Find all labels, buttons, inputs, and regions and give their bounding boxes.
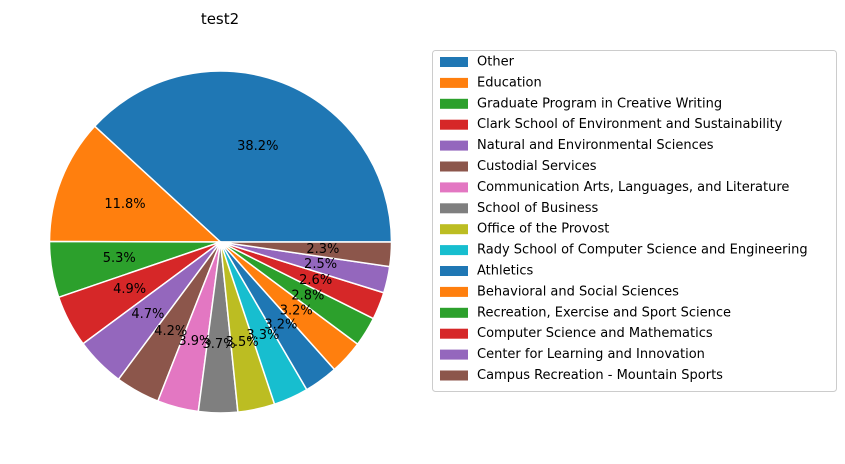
pie-percent-label: 2.3% bbox=[306, 242, 339, 257]
legend-swatch bbox=[440, 119, 468, 130]
legend-swatch bbox=[440, 140, 468, 151]
legend-frame bbox=[432, 50, 837, 392]
pie-percent-label: 3.5% bbox=[226, 335, 259, 350]
pie-slice bbox=[219, 241, 393, 268]
legend-swatch bbox=[440, 98, 468, 109]
legend: Other Education Graduate Program in Creati… bbox=[432, 50, 837, 392]
legend-swatch bbox=[440, 203, 468, 214]
legend-swatch bbox=[440, 286, 468, 297]
legend-label: Clark School of Environment and Sustaina… bbox=[477, 117, 783, 132]
legend-swatch bbox=[440, 266, 468, 276]
legend-swatch bbox=[440, 349, 468, 360]
legend-label: Graduate Program in Creative Writing bbox=[477, 96, 722, 111]
pie-slices bbox=[48, 70, 393, 414]
pie-percent-label: 2.5% bbox=[304, 257, 337, 272]
legend-label: Center for Learning and Innovation bbox=[477, 347, 705, 362]
legend-swatch bbox=[440, 224, 468, 235]
pie-percent-label: 3.9% bbox=[178, 334, 211, 349]
legend-label: Recreation, Exercise and Sport Science bbox=[477, 305, 731, 320]
pie-percent-labels: 38.2%11.8%5.3%4.9%4.7%4.2%3.9%3.7%3.5%3.… bbox=[103, 139, 340, 352]
legend-label: Campus Recreation - Mountain Sports bbox=[477, 368, 723, 383]
legend-swatch bbox=[440, 161, 468, 172]
legend-label: Computer Science and Mathematics bbox=[477, 326, 713, 341]
legend-swatch bbox=[440, 328, 468, 339]
legend-label: Athletics bbox=[477, 264, 533, 279]
legend-label: Natural and Environmental Sciences bbox=[477, 138, 714, 153]
pie-percent-label: 2.6% bbox=[299, 273, 332, 288]
pie-percent-label: 3.7% bbox=[203, 337, 236, 352]
pie-percent-label: 38.2% bbox=[237, 139, 278, 154]
pie-percent-label: 4.2% bbox=[154, 324, 187, 339]
legend-swatch bbox=[440, 77, 468, 88]
pie-slice bbox=[48, 125, 222, 243]
pie-percent-label: 4.7% bbox=[131, 307, 164, 322]
legend-swatch bbox=[440, 57, 468, 67]
legend-label: Education bbox=[477, 75, 542, 90]
pie-percent-label: 3.2% bbox=[264, 317, 297, 332]
pie-percent-label: 3.2% bbox=[280, 304, 313, 319]
legend-swatch bbox=[440, 307, 468, 318]
legend-label: Communication Arts, Languages, and Liter… bbox=[477, 180, 789, 195]
chart-title: test2 bbox=[201, 10, 239, 28]
legend-swatch bbox=[440, 182, 468, 193]
pie-percent-label: 4.9% bbox=[113, 282, 146, 297]
legend-label: Rady School of Computer Science and Engi… bbox=[477, 243, 808, 258]
legend-swatch bbox=[440, 245, 468, 256]
legend-label: Custodial Services bbox=[477, 159, 597, 174]
pie-percent-label: 2.8% bbox=[291, 288, 324, 303]
legend-label: Office of the Provost bbox=[477, 222, 609, 237]
pie-percent-label: 11.8% bbox=[104, 197, 145, 212]
pie-percent-label: 3.3% bbox=[246, 328, 279, 343]
legend-label: Behavioral and Social Sciences bbox=[477, 284, 679, 299]
legend-swatch bbox=[440, 370, 468, 381]
legend-label: School of Business bbox=[477, 201, 599, 216]
pie-percent-label: 5.3% bbox=[103, 251, 136, 266]
legend-label: Other bbox=[477, 55, 515, 70]
pie-slice bbox=[93, 70, 393, 243]
